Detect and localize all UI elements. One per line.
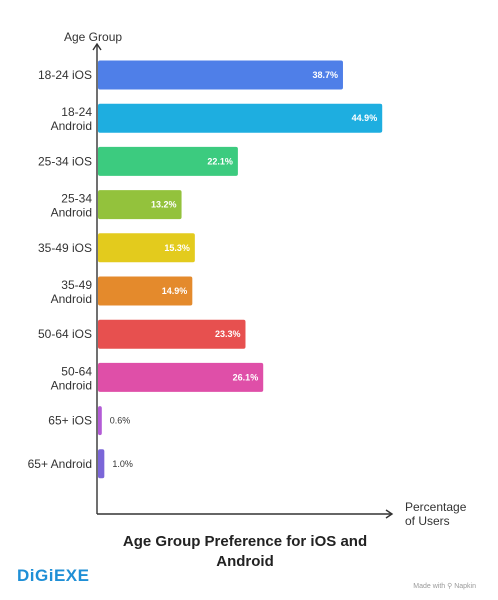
bar-18-24-ios bbox=[98, 60, 343, 90]
labels-layer: 18-24 iOS 38.7% 18-24 Android 44.9% 25-34 iOS… bbox=[28, 68, 378, 471]
category-label: 35-49 Android bbox=[51, 278, 93, 306]
x-axis-title-line-2: of Users bbox=[405, 514, 450, 528]
bar-65-ios bbox=[98, 406, 102, 436]
bar-65-android bbox=[98, 449, 105, 479]
value-label: 38.7% bbox=[312, 70, 338, 80]
value-label: 14.9% bbox=[162, 286, 188, 296]
bar-35-49-android bbox=[98, 276, 193, 306]
bar-50-64-android bbox=[98, 362, 264, 392]
value-label: 22.1% bbox=[207, 156, 233, 166]
value-label: 44.9% bbox=[352, 113, 378, 123]
category-label: 25-34 Android bbox=[51, 192, 93, 220]
bar-25-34-android bbox=[98, 190, 182, 220]
value-label: 26.1% bbox=[233, 372, 259, 382]
brand-logo: DiGiEXE bbox=[17, 566, 90, 585]
x-axis-arrow-icon bbox=[385, 509, 394, 519]
y-axis-arrow-icon bbox=[92, 42, 102, 51]
category-label: 35-49 iOS bbox=[38, 241, 92, 255]
category-label: 65+ iOS bbox=[48, 414, 92, 428]
x-axis-title: Percentage of Users bbox=[405, 500, 470, 528]
category-label: 50-64 Android bbox=[51, 364, 93, 392]
value-label: 0.6% bbox=[110, 416, 131, 426]
category-label: 50-64 iOS bbox=[38, 327, 92, 341]
value-label: 23.3% bbox=[215, 329, 241, 339]
y-axis-title: Age Group bbox=[64, 30, 122, 44]
category-label: 18-24 iOS bbox=[38, 68, 92, 82]
chart-title: Age Group Preference for iOS and Android bbox=[122, 533, 368, 570]
napkin-watermark: Made with ⚲ Napkin bbox=[413, 583, 476, 590]
bars-layer bbox=[98, 60, 383, 479]
x-axis-title-line-1: Percentage bbox=[405, 500, 467, 514]
bar-25-34-ios bbox=[98, 146, 238, 176]
bar-35-49-ios bbox=[98, 233, 195, 263]
bar-18-24-android bbox=[98, 103, 383, 133]
category-label: 65+ Android bbox=[28, 457, 92, 471]
bar-50-64-ios bbox=[98, 319, 246, 349]
category-label: 18-24 Android bbox=[51, 105, 93, 133]
value-label: 13.2% bbox=[151, 200, 177, 210]
value-label: 15.3% bbox=[164, 243, 190, 253]
category-label: 25-34 iOS bbox=[38, 154, 92, 168]
value-label: 1.0% bbox=[112, 459, 133, 469]
